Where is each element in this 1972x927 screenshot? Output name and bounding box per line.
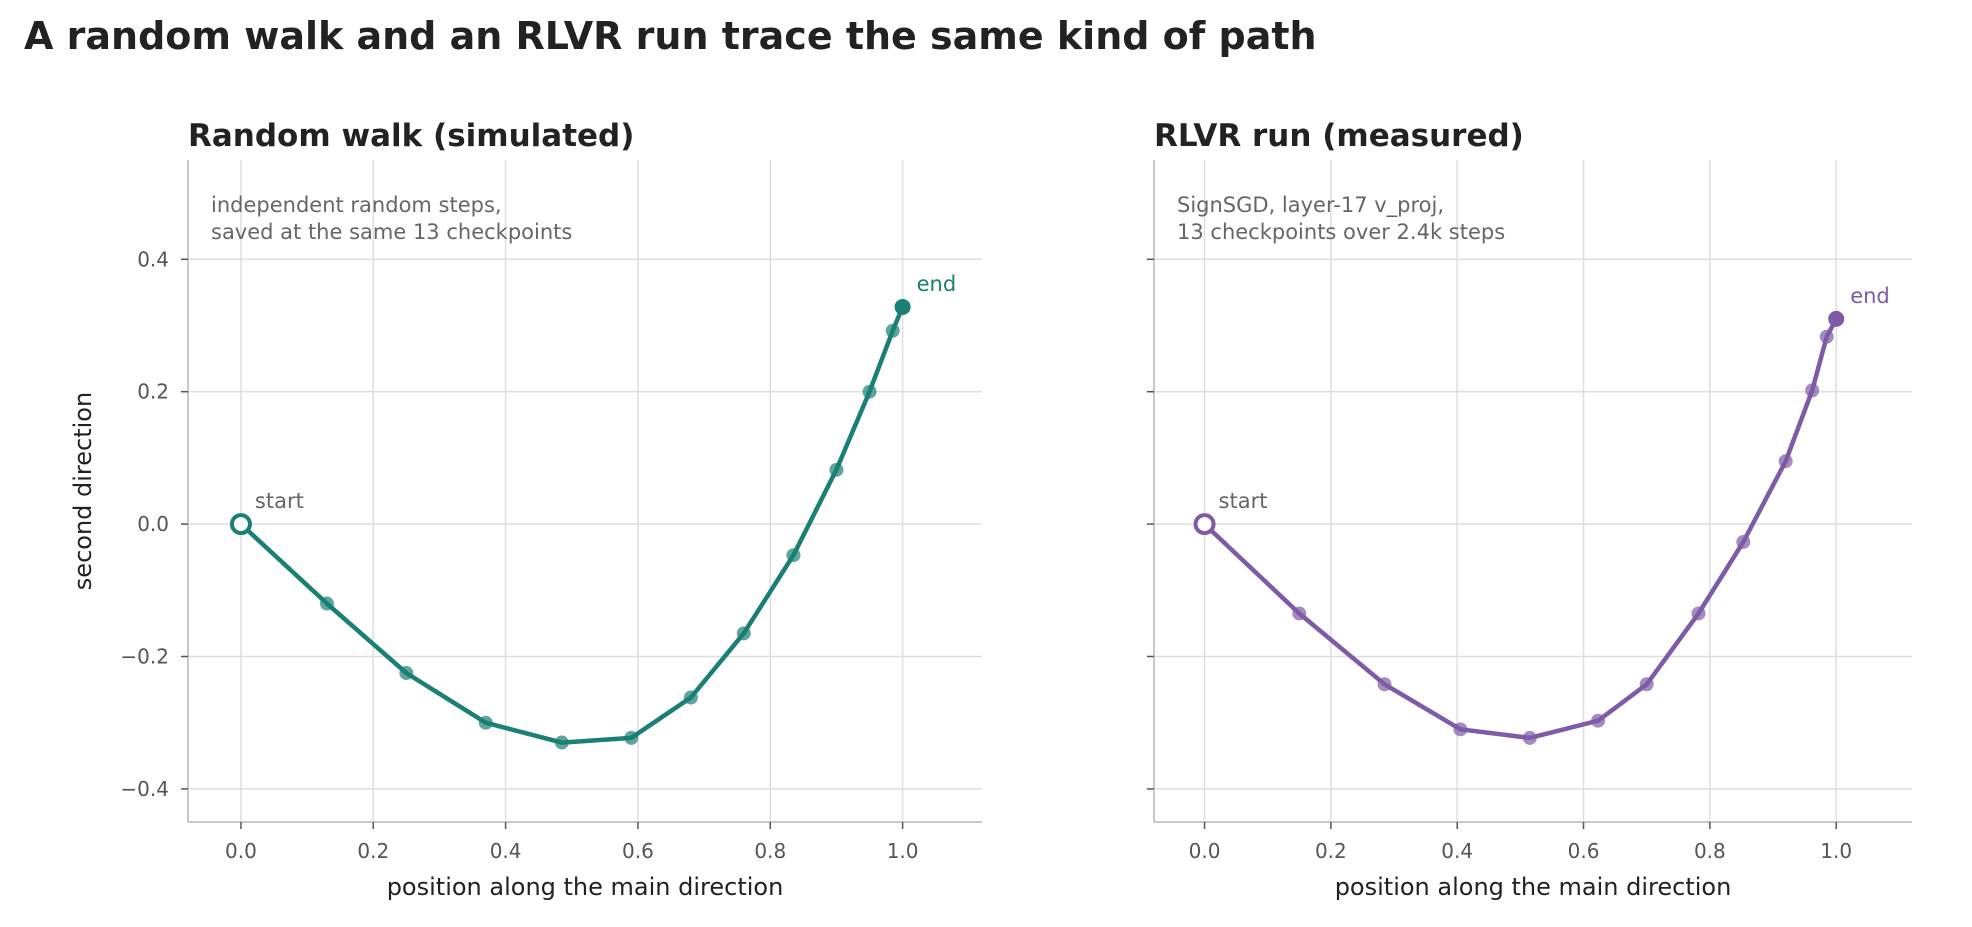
start-label: start — [1219, 489, 1268, 513]
rlvr-run-panel: 0.0 0.2 0.4 0.6 0.8 1.0 RLVR run (measured) pos… — [1147, 118, 1912, 901]
x-tick-label: 0.0 — [1189, 839, 1221, 863]
y-tick-label: −0.2 — [120, 645, 169, 669]
checkpoint-point — [1778, 454, 1793, 469]
y-tick-label: 0.2 — [137, 380, 169, 404]
checkpoint-point — [319, 596, 334, 611]
checkpoint-point — [1691, 606, 1706, 621]
panel-annotation: independent random steps, — [211, 193, 502, 217]
checkpoint-point — [736, 626, 751, 641]
checkpoint-point — [1292, 606, 1307, 621]
y-tick-label: −0.4 — [120, 777, 169, 801]
random-walk-panel: 0.0 0.2 0.4 0.6 0.8 1.0 −0.4 −0.2 0.0 0.2 0.4 Rando… — [69, 118, 982, 901]
checkpoint-point — [478, 715, 493, 730]
x-axis-label: position along the main direction — [1335, 873, 1732, 901]
y-axis-label: second direction — [69, 392, 97, 590]
checkpoint-point — [829, 462, 844, 477]
x-tick-label: 0.6 — [622, 839, 654, 863]
x-tick-label: 0.4 — [490, 839, 522, 863]
figure-title: A random walk and an RLVR run trace the … — [24, 14, 1317, 58]
x-tick-label: 0.6 — [1568, 839, 1600, 863]
y-tick-label: 0.0 — [137, 512, 169, 536]
panel-annotation: 13 checkpoints over 2.4k steps — [1177, 220, 1505, 244]
checkpoint-point — [1591, 713, 1606, 728]
checkpoint-point — [1736, 534, 1751, 549]
checkpoint-point — [624, 730, 639, 745]
y-tick-label: 0.4 — [137, 247, 169, 271]
checkpoint-point — [554, 735, 569, 750]
x-tick-label: 1.0 — [1820, 839, 1852, 863]
x-tick-label: 0.8 — [1694, 839, 1726, 863]
checkpoint-point — [683, 690, 698, 705]
panel-annotation: SignSGD, layer-17 v_proj, — [1177, 193, 1444, 218]
x-tick-label: 0.2 — [357, 839, 389, 863]
start-point — [1193, 513, 1216, 536]
checkpoint-point — [1377, 677, 1392, 692]
panel-annotation: saved at the same 13 checkpoints — [211, 220, 572, 244]
end-point — [894, 298, 911, 315]
checkpoint-point — [1819, 329, 1834, 344]
checkpoint-point — [1639, 677, 1654, 692]
panel-title: Random walk (simulated) — [188, 118, 634, 154]
start-label: start — [255, 489, 304, 513]
x-tick-label: 0.8 — [754, 839, 786, 863]
checkpoint-point — [1453, 722, 1468, 737]
end-label: end — [1850, 284, 1890, 308]
checkpoint-point — [885, 323, 900, 338]
checkpoint-point — [1805, 383, 1820, 398]
end-point — [1828, 310, 1845, 327]
start-point — [229, 513, 252, 536]
x-axis-label: position along the main direction — [387, 873, 784, 901]
end-label: end — [917, 272, 957, 296]
panel-title: RLVR run (measured) — [1154, 118, 1524, 154]
checkpoint-point — [1522, 730, 1537, 745]
checkpoint-point — [399, 666, 414, 681]
x-tick-label: 0.0 — [225, 839, 257, 863]
x-tick-label: 0.2 — [1315, 839, 1347, 863]
series-line — [1202, 316, 1839, 741]
checkpoint-point — [786, 548, 801, 563]
x-tick-label: 1.0 — [887, 839, 919, 863]
x-tick-label: 0.4 — [1441, 839, 1473, 863]
checkpoint-point — [862, 384, 877, 399]
